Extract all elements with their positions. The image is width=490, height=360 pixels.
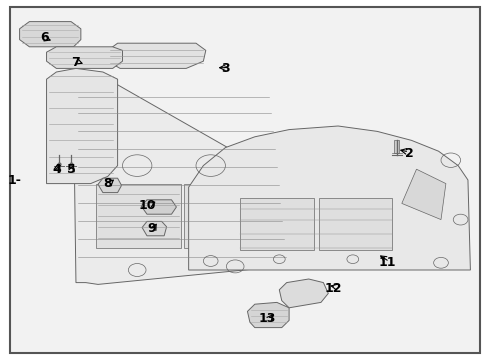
Polygon shape (189, 126, 470, 270)
Polygon shape (108, 43, 206, 68)
Text: 8: 8 (103, 177, 112, 190)
Text: 7: 7 (72, 57, 80, 69)
Text: 13: 13 (258, 312, 276, 325)
Polygon shape (318, 198, 392, 250)
Polygon shape (184, 184, 272, 248)
Text: 5: 5 (67, 163, 75, 176)
Text: 1-: 1- (8, 174, 22, 186)
Polygon shape (98, 178, 122, 193)
Polygon shape (279, 279, 328, 308)
Polygon shape (247, 302, 289, 328)
Text: 9: 9 (147, 222, 156, 235)
Text: 2: 2 (405, 147, 414, 159)
Polygon shape (20, 22, 81, 47)
Polygon shape (74, 79, 299, 284)
Polygon shape (402, 169, 446, 220)
Text: 10: 10 (138, 199, 156, 212)
Polygon shape (141, 200, 176, 214)
Text: 6: 6 (40, 31, 49, 44)
Text: 12: 12 (324, 282, 342, 294)
Polygon shape (96, 184, 181, 248)
Polygon shape (142, 221, 167, 236)
Text: 3: 3 (221, 62, 230, 75)
Text: 11: 11 (378, 256, 396, 269)
Polygon shape (47, 68, 118, 184)
Polygon shape (394, 140, 399, 153)
Polygon shape (240, 198, 314, 250)
Polygon shape (47, 47, 122, 68)
Text: 4: 4 (52, 163, 61, 176)
